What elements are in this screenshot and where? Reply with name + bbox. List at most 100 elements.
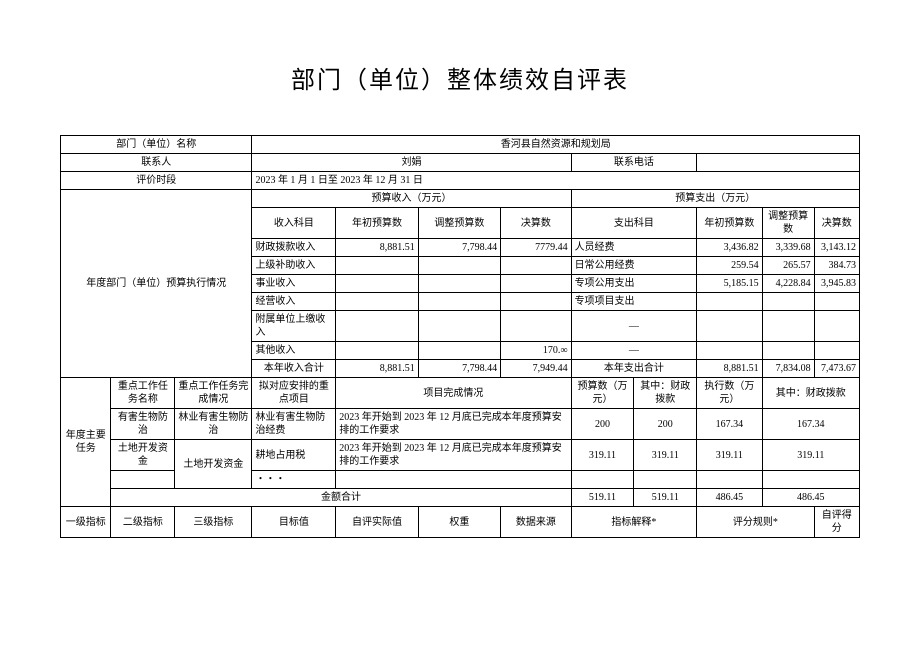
expense-header: 预算支出（万元） [571,190,859,208]
cell [336,257,418,275]
cell [418,293,500,311]
cell [634,471,697,489]
ind-col-weight: 权重 [418,507,500,538]
cell: 486.45 [762,489,859,507]
cell: 384.73 [814,257,859,275]
tasks-col-complete: 项目完成情况 [336,378,571,409]
expense-col-initial: 年初预算数 [697,208,762,239]
ind-col-l2: 二级指标 [111,507,175,538]
cell [418,342,500,360]
task-complete: 2023 年开始到 2023 年 12 月底已完成本年度预算安排的工作要求 [336,409,571,440]
tasks-section-label: 年度主要任务 [61,378,111,507]
period-value: 2023 年 1 月 1 日至 2023 年 12 月 31 日 [252,172,860,190]
cell: 3,945.83 [814,275,859,293]
cell: 7,834.08 [762,360,814,378]
cell [336,471,571,489]
cell: 5,185.15 [697,275,762,293]
cell: 519.11 [571,489,634,507]
cell: 170.∞ [501,342,571,360]
cell: 7,798.44 [418,360,500,378]
cell [111,471,175,489]
expense-col-adjust: 调整预算数 [762,208,814,239]
cell: 200 [634,409,697,440]
income-subject: 其他收入 [252,342,336,360]
cell: 519.11 [634,489,697,507]
cell [697,293,762,311]
ind-col-rule: 评分规则* [697,507,814,538]
expense-subject: 人员经费 [571,239,697,257]
task-project: 耕地占用税 [252,440,336,471]
task-project: 林业有害生物防治经费 [252,409,336,440]
cell [697,342,762,360]
expense-total-label: 本年支出合计 [571,360,697,378]
cell: 319.11 [697,440,762,471]
income-subject: 财政拨款收入 [252,239,336,257]
cell [501,311,571,342]
expense-subject: — [571,342,697,360]
ind-col-score: 自评得分 [814,507,859,538]
evaluation-table: 部门（单位）名称 香河县自然资源和规划局 联系人 刘娟 联系电话 评价时段 20… [60,135,860,538]
cell: 8,881.51 [697,360,762,378]
cell [418,257,500,275]
income-subject: 经营收入 [252,293,336,311]
tasks-col-name: 重点工作任务名称 [111,378,175,409]
cell: 8,881.51 [336,239,418,257]
expense-col-subject: 支出科目 [571,208,697,239]
cell [697,471,762,489]
income-col-initial: 年初预算数 [336,208,418,239]
cell: 8,881.51 [336,360,418,378]
cell [762,471,859,489]
cell: 3,143.12 [814,239,859,257]
tasks-col-fiscal2: 其中：财政拨款 [762,378,859,409]
cell [501,275,571,293]
period-label: 评价时段 [61,172,252,190]
cell: 4,228.84 [762,275,814,293]
cell: 167.34 [762,409,859,440]
tasks-col-project: 拟对应安排的重点项目 [252,378,336,409]
dept-label: 部门（单位）名称 [61,136,252,154]
cell [814,293,859,311]
cell: 319.11 [634,440,697,471]
ind-col-source: 数据来源 [501,507,571,538]
income-header: 预算收入（万元） [252,190,571,208]
cell: 7,798.44 [418,239,500,257]
cell [336,293,418,311]
expense-subject: 专项项目支出 [571,293,697,311]
ellipsis: ・・・ [252,471,336,489]
expense-subject: — [571,311,697,342]
task-name: 有害生物防治 [111,409,175,440]
cell: 200 [571,409,634,440]
income-col-final: 决算数 [501,208,571,239]
cell: 167.34 [697,409,762,440]
budget-section-label: 年度部门（单位）预算执行情况 [61,190,252,378]
cell [336,275,418,293]
ind-col-actual: 自评实际值 [336,507,418,538]
cell [418,275,500,293]
cell [336,342,418,360]
cell: 7779.44 [501,239,571,257]
cell: 7,473.67 [814,360,859,378]
cell: 7,949.44 [501,360,571,378]
cell [762,311,814,342]
cell [336,311,418,342]
cell [697,311,762,342]
expense-subject: 专项公用支出 [571,275,697,293]
contact-value: 刘娟 [252,154,571,172]
dept-value: 香河县自然资源和规划局 [252,136,860,154]
income-subject: 事业收入 [252,275,336,293]
cell [814,311,859,342]
tasks-col-status: 重点工作任务完成情况 [175,378,252,409]
cell: 259.54 [697,257,762,275]
income-subject: 附属单位上缴收入 [252,311,336,342]
tasks-col-exec: 执行数（万元） [697,378,762,409]
cell [501,257,571,275]
cell [501,293,571,311]
ind-col-l3: 三级指标 [175,507,252,538]
ind-col-target: 目标值 [252,507,336,538]
cell [571,471,634,489]
tasks-total-label: 金额合计 [111,489,571,507]
ind-col-l1: 一级指标 [61,507,111,538]
task-status: 土地开发资金 [175,440,252,489]
cell: 319.11 [571,440,634,471]
phone-label: 联系电话 [571,154,697,172]
